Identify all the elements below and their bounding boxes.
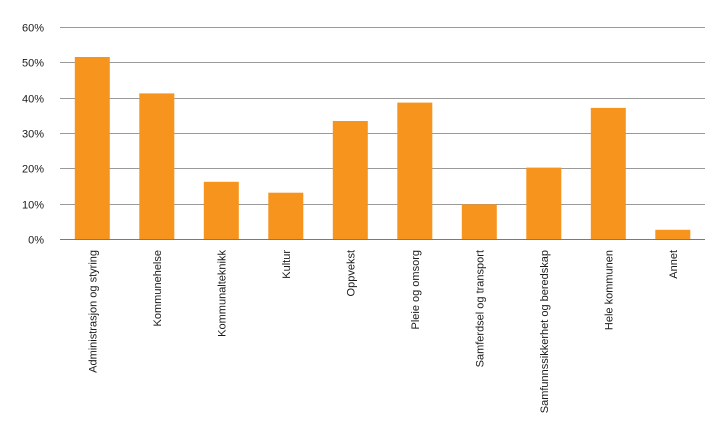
x-category-label: Samferdsel og transport [474, 250, 486, 367]
x-category-label: Annet [668, 250, 680, 279]
bar [590, 107, 626, 240]
bar [526, 167, 562, 239]
x-category-label: Samfunnssikkerhet og beredskap [539, 250, 551, 413]
bar [74, 57, 110, 239]
bar [332, 121, 368, 239]
y-tick-label: 60% [22, 23, 44, 35]
bar [203, 181, 239, 239]
y-tick-label: 20% [22, 164, 44, 176]
bar [461, 204, 497, 239]
y-tick-label: 40% [22, 94, 44, 106]
x-category-label: Kommunehelse [152, 250, 164, 326]
y-tick-label: 30% [22, 129, 44, 141]
bar [268, 192, 304, 239]
x-axis-categories: Administrasjon og styring Kommunehelse Kom… [87, 250, 680, 414]
x-category-label: Oppvekst [345, 250, 357, 296]
x-category-label: Hele kommunen [603, 250, 615, 330]
x-category-label: Kommunalteknikk [216, 250, 228, 337]
y-axis-ticks: 0% 10% 20% 30% 40% 50% 60% [22, 23, 44, 247]
bar [655, 229, 691, 239]
bar [397, 102, 433, 239]
x-category-label: Kultur [281, 250, 293, 279]
bar [139, 93, 175, 240]
y-tick-label: 10% [22, 200, 44, 212]
y-tick-label: 0% [28, 235, 44, 247]
x-category-label: Pleie og omsorg [410, 250, 422, 330]
x-category-label: Administrasjon og styring [87, 250, 99, 373]
bars [74, 57, 691, 240]
y-tick-label: 50% [22, 58, 44, 70]
